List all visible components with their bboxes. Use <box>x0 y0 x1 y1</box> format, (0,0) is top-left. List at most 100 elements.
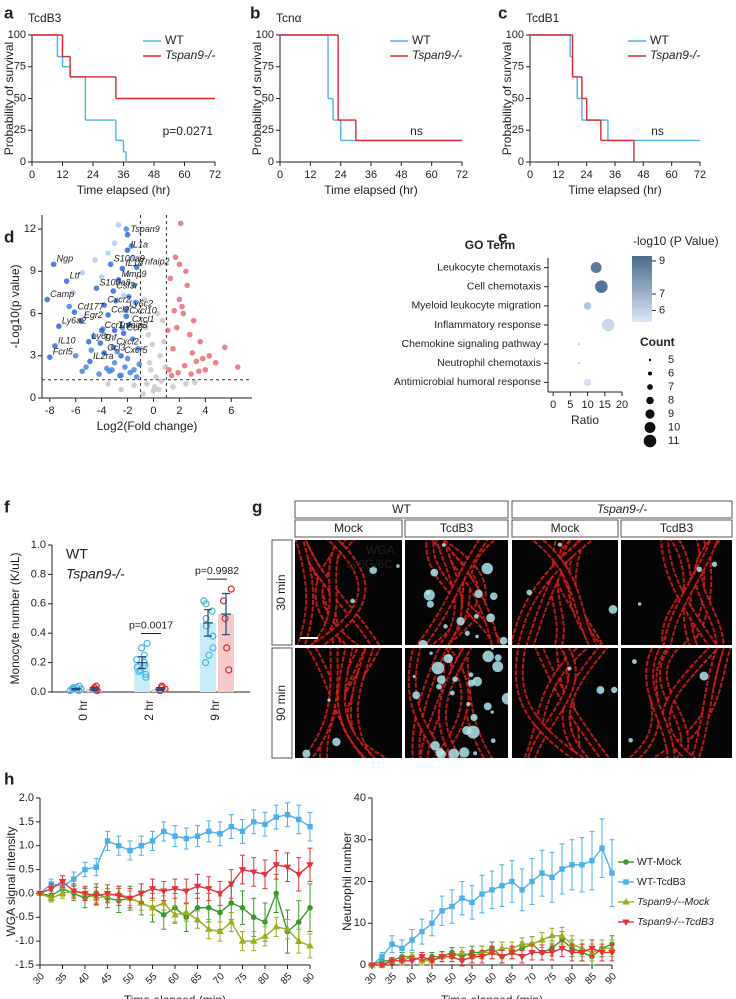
x-tick-label: 36 <box>117 169 129 181</box>
y-axis-label: Probability of survival <box>250 42 264 155</box>
point-marker <box>104 838 111 844</box>
y-tick-label: 0.6 <box>31 598 46 610</box>
cell <box>628 737 633 743</box>
x-tick-label: 48 <box>148 169 160 181</box>
data-point <box>170 383 176 390</box>
point-marker <box>228 900 235 906</box>
point-marker <box>205 904 212 911</box>
vessel-lumen <box>664 540 717 645</box>
micrograph <box>295 648 402 758</box>
point-marker <box>239 904 246 911</box>
panel-label: c <box>498 3 507 22</box>
point-marker <box>368 962 376 970</box>
y-tick-label: 9 <box>30 265 36 277</box>
point-marker <box>148 903 157 911</box>
cell <box>443 624 448 629</box>
cell <box>470 713 478 722</box>
y-tick-label: 20 <box>354 875 366 887</box>
gene-label: Ccl7 <box>127 323 146 333</box>
data-point <box>119 265 126 272</box>
y-tick-label: Chemokine signaling pathway <box>402 338 542 350</box>
data-point <box>111 327 118 334</box>
point-marker <box>528 949 536 957</box>
panel-label: d <box>4 227 14 246</box>
x-axis-label: Ratio <box>571 413 599 427</box>
size-legend-label: 11 <box>668 435 679 447</box>
data-point <box>71 309 78 315</box>
y-axis-label: -Log10(p value) <box>8 264 22 348</box>
point-marker <box>459 895 465 901</box>
gene-label: Egr2 <box>84 310 103 320</box>
dot <box>595 280 608 294</box>
data-point <box>205 651 213 659</box>
colorbar-tick-label: 6 <box>659 304 665 316</box>
data-point <box>50 261 57 268</box>
vessel-lumen <box>338 648 374 758</box>
stain-label: WGA <box>366 543 395 557</box>
bar <box>200 622 216 692</box>
point-marker <box>588 945 596 953</box>
gene-label: S100a9 <box>114 254 145 264</box>
point-marker <box>599 845 605 851</box>
point-marker <box>47 886 55 893</box>
data-point <box>149 341 155 348</box>
data-point <box>91 333 97 339</box>
x-tick-label: 48 <box>395 169 407 181</box>
data-point <box>174 324 180 331</box>
data-point <box>126 293 132 300</box>
point-marker <box>172 833 178 839</box>
cell <box>464 630 470 636</box>
point-marker <box>296 816 302 823</box>
y-tick-label: 0.0 <box>31 686 46 698</box>
gene-label: Ly6c2 <box>129 299 153 309</box>
point-marker <box>539 870 545 876</box>
data-point <box>159 317 166 324</box>
group-label: WT <box>392 502 411 516</box>
point-marker <box>295 871 303 879</box>
y-tick-label: 0.4 <box>31 627 46 639</box>
data-point <box>85 338 92 345</box>
data-point <box>131 382 137 389</box>
x-tick-label: 72 <box>694 169 706 181</box>
vessel-lumen <box>663 648 717 758</box>
data-point <box>70 289 76 296</box>
y-tick-label: 50 <box>512 92 524 104</box>
x-tick-label: 24 <box>581 169 593 181</box>
vessel-lumen <box>512 540 591 645</box>
y-tick-label: -0.5 <box>15 911 34 923</box>
size-legend-dot <box>647 384 653 390</box>
data-point <box>88 347 95 353</box>
colorbar-tick-label: 9 <box>659 255 665 267</box>
point-marker <box>171 886 179 893</box>
cell <box>631 659 637 665</box>
x-axis-label: Time elapsed (hr) <box>77 183 171 197</box>
panel-label: b <box>250 3 260 22</box>
point-marker <box>578 949 586 957</box>
data-point <box>124 231 131 238</box>
point-marker <box>295 937 303 944</box>
condition-header <box>404 519 509 538</box>
point-marker <box>428 958 436 965</box>
point-marker <box>549 874 555 881</box>
row-header <box>271 539 293 646</box>
data-point <box>97 340 104 346</box>
y-axis-label: Probability of survival <box>2 42 16 155</box>
size-legend-label: 5 <box>668 354 674 366</box>
group-label: Tspan9-/- <box>597 502 647 516</box>
data-point <box>124 355 131 362</box>
data-point <box>120 292 127 299</box>
point-marker <box>398 958 406 965</box>
point-marker <box>273 814 279 820</box>
cell <box>481 562 493 575</box>
data-point <box>115 276 122 283</box>
point-marker <box>622 897 630 905</box>
x-tick-label: 0 <box>527 169 533 181</box>
x-tick-label: 0 hr <box>76 700 90 721</box>
point-marker <box>448 954 456 961</box>
point-marker <box>160 888 168 896</box>
colorbar-title: -log10 (P Value) <box>633 234 719 248</box>
gene-label: Ly6g <box>92 331 111 341</box>
point-marker <box>608 949 616 957</box>
data-point <box>138 644 146 652</box>
